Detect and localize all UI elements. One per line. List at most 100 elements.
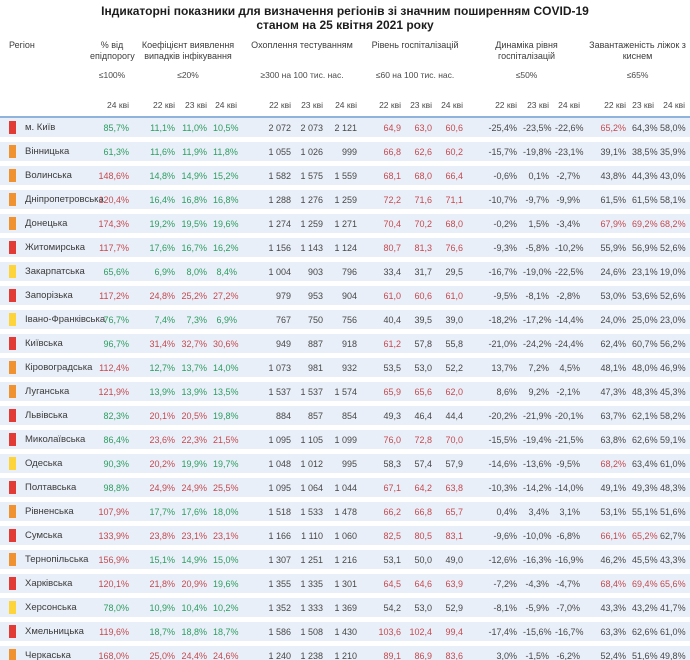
value-cell: 61,0%	[659, 451, 690, 478]
value-cell: 112,4%	[90, 355, 134, 382]
value-cell: 23,1%	[631, 259, 660, 286]
status-marker-red	[9, 577, 16, 590]
value-cell: -9,6%	[468, 523, 523, 550]
region-name: Дніпропетровська	[25, 194, 104, 205]
value-cell: 148,6%	[90, 163, 134, 190]
value-cell: 49,0	[437, 547, 469, 574]
value-cell: -6,8%	[554, 523, 586, 550]
region-inner: Рівненська	[9, 505, 89, 518]
value-cell: 46,4	[406, 403, 438, 430]
value-cell: 10,4%	[180, 595, 212, 622]
value-cell: 10,2%	[212, 595, 243, 622]
table-row: Житомирська 117,7% 17,6% 16,7% 16,2% 1 156 1 1…	[0, 235, 690, 262]
value-cell: 61,0%	[659, 619, 690, 646]
value-cell: 65,9	[362, 379, 407, 406]
status-marker-red	[9, 241, 16, 254]
value-cell: -13,6%	[522, 451, 555, 478]
date-column-header: 22 кві	[585, 89, 632, 118]
value-cell: 18,7%	[134, 619, 180, 646]
status-marker-red	[9, 625, 16, 638]
table-row: Полтавська 98,8% 24,9% 24,9% 25,5% 1 095 1 064…	[0, 475, 690, 502]
value-cell: -4,3%	[522, 571, 555, 598]
status-marker-orange	[9, 193, 16, 206]
value-cell: 24,6%	[212, 643, 243, 660]
value-cell: 1 430	[328, 619, 363, 646]
value-cell: 11,8%	[212, 139, 243, 166]
region-inner: Херсонська	[9, 601, 89, 614]
region-inner: Київська	[9, 337, 89, 350]
value-cell: 45,5%	[631, 547, 660, 574]
value-cell: 23,6%	[134, 427, 180, 454]
value-cell: 55,9%	[585, 235, 632, 262]
value-cell: 61,5%	[585, 187, 632, 214]
value-cell: 71,6	[406, 187, 438, 214]
region-name: Одеська	[25, 458, 63, 469]
value-cell: 1 012	[296, 451, 329, 478]
value-cell: -16,9%	[554, 547, 586, 574]
value-cell: 63,9	[437, 571, 469, 598]
value-cell: -14,6%	[468, 451, 523, 478]
value-cell: -22,6%	[554, 117, 586, 142]
value-cell: -5,9%	[522, 595, 555, 622]
status-marker-red	[9, 289, 16, 302]
value-cell: 24,9%	[134, 475, 180, 502]
value-cell: -23,5%	[522, 117, 555, 142]
value-cell: 884	[242, 403, 297, 430]
value-cell: 1 055	[242, 139, 297, 166]
value-cell: 8,4%	[212, 259, 243, 286]
value-cell: 60,6	[406, 283, 438, 310]
value-cell: -16,3%	[522, 547, 555, 574]
value-cell: 56,9%	[631, 235, 660, 262]
value-cell: 7,3%	[180, 307, 212, 334]
value-cell: 86,9	[406, 643, 438, 660]
value-cell: 6,9%	[134, 259, 180, 286]
value-cell: 15,2%	[212, 163, 243, 190]
region-cell: Миколаївська	[0, 427, 90, 454]
value-cell: -21,0%	[468, 331, 523, 358]
value-cell: -16,7%	[554, 619, 586, 646]
value-cell: -14,2%	[522, 475, 555, 502]
value-cell: 65,6%	[659, 571, 690, 598]
value-cell: 24,9%	[180, 475, 212, 502]
value-cell: 1 026	[296, 139, 329, 166]
value-cell: -9,5%	[554, 451, 586, 478]
region-name: Кіровоградська	[25, 362, 93, 373]
region-name: Хмельницька	[25, 626, 84, 637]
region-cell: Закарпатська	[0, 259, 90, 286]
value-cell: 65,2%	[631, 523, 660, 550]
value-cell: 1 271	[328, 211, 363, 238]
date-column-header: 22 кві	[242, 89, 297, 118]
value-cell: 2 073	[296, 117, 329, 142]
value-cell: 48,3%	[631, 379, 660, 406]
value-cell: 69,2%	[631, 211, 660, 238]
value-cell: 20,1%	[134, 403, 180, 430]
region-inner: м. Київ	[9, 121, 89, 134]
value-cell: 62,6%	[631, 427, 660, 454]
date-column-header: 24 кві	[554, 89, 586, 118]
value-cell: 13,7%	[180, 355, 212, 382]
value-cell: -3,4%	[554, 211, 586, 238]
table-row: Харківська 120,1% 21,8% 20,9% 19,6% 1 355 1 33…	[0, 571, 690, 598]
value-cell: 767	[242, 307, 297, 334]
value-cell: 1 238	[296, 643, 329, 660]
status-marker-red	[9, 433, 16, 446]
status-marker-orange	[9, 649, 16, 660]
region-inner: Миколаївська	[9, 433, 89, 446]
value-cell: 750	[296, 307, 329, 334]
status-marker-orange	[9, 169, 16, 182]
value-cell: 11,0%	[180, 117, 212, 142]
value-cell: 82,3%	[90, 403, 134, 430]
value-cell: 52,2	[437, 355, 469, 382]
region-name: Вінницька	[25, 146, 70, 157]
value-cell: 0,4%	[468, 499, 523, 526]
value-cell: 1 216	[328, 547, 363, 574]
value-cell: 1 352	[242, 595, 297, 622]
date-column-header: 23 кві	[406, 89, 438, 118]
value-cell: 1 301	[328, 571, 363, 598]
value-cell: 24,0%	[585, 307, 632, 334]
group-header-hospitalization-level: Рівень госпіталізацій	[371, 40, 459, 50]
value-cell: 857	[296, 403, 329, 430]
value-cell: 68,2%	[585, 451, 632, 478]
value-cell: 53,0	[406, 595, 438, 622]
value-cell: 0,1%	[522, 163, 555, 190]
